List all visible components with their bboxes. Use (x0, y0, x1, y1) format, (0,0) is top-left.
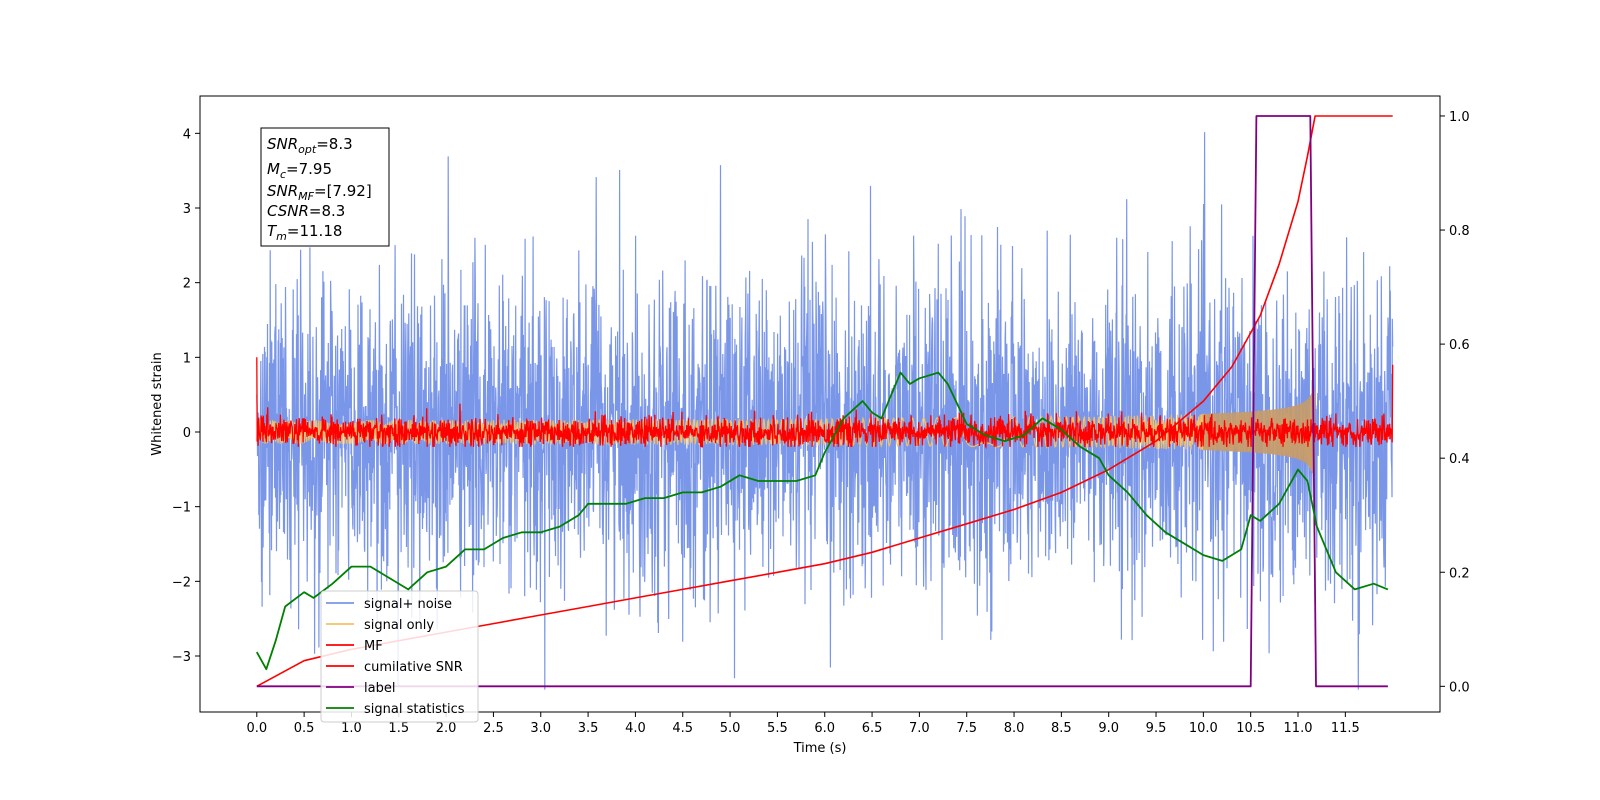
legend-item: MF (326, 639, 383, 654)
x-tick-label: 2.5 (483, 721, 504, 736)
x-tick-label: 0.0 (246, 721, 267, 736)
x-tick-label: 3.5 (578, 721, 599, 736)
x-axis: 0.0 0.5 1.0 1.5 2.0 2.5 3.0 3.5 4.0 4.5 5.0 5.5 6.0 6… (246, 712, 1360, 736)
x-tick-label: 7.0 (909, 721, 930, 736)
y-tick-label: 2 (183, 277, 191, 292)
y-tick-label: −3 (172, 650, 191, 665)
series-label (256, 115, 1388, 688)
legend-label: signal statistics (364, 702, 465, 717)
y-axis-left: 4 3 2 1 0 −1 −2 −3 (172, 127, 200, 665)
legend-label: signal only (364, 618, 434, 633)
x-tick-label: 9.5 (1146, 721, 1167, 736)
y-tick-label: 3 (183, 202, 191, 217)
y2-tick-label: 0.8 (1449, 224, 1470, 239)
y-tick-label: −2 (172, 575, 191, 590)
x-tick-label: 10.0 (1189, 721, 1218, 736)
x-tick-label: 10.5 (1236, 721, 1265, 736)
x-tick-label: 6.0 (814, 721, 835, 736)
legend: signal+ noise signal only MF cumilative SNR… (320, 590, 479, 723)
y-axis-label: Whitened strain (150, 352, 165, 455)
y-tick-label: 4 (183, 127, 191, 142)
legend-label: cumilative SNR (364, 660, 463, 675)
x-tick-label: 2.0 (436, 721, 457, 736)
x-tick-label: 1.0 (341, 721, 362, 736)
annotation-snr-opt: SNRopt=8.3 (267, 135, 353, 156)
x-tick-label: 5.0 (720, 721, 741, 736)
annotation-box: SNRopt=8.3 Mc=7.95 SNRMF=[7.92] CSNR=8.3… (260, 127, 390, 247)
legend-item: signal only (326, 618, 434, 633)
x-tick-label: 7.5 (956, 721, 977, 736)
x-tick-label: 6.5 (862, 721, 883, 736)
series-signal-noise (256, 132, 1394, 690)
y-tick-label: 1 (183, 351, 191, 366)
x-tick-label: 4.0 (625, 721, 646, 736)
x-tick-label: 1.5 (388, 721, 409, 736)
x-tick-label: 11.5 (1331, 721, 1360, 736)
y2-tick-label: 1.0 (1449, 110, 1470, 125)
legend-item: cumilative SNR (326, 660, 463, 675)
x-tick-label: 8.0 (1004, 721, 1025, 736)
y2-tick-label: 0.0 (1449, 680, 1470, 695)
series-mf (256, 357, 1394, 450)
x-tick-label: 8.5 (1051, 721, 1072, 736)
x-axis-label: Time (s) (793, 741, 847, 756)
y2-tick-label: 0.6 (1449, 338, 1470, 353)
x-tick-label: 5.5 (767, 721, 788, 736)
legend-item: signal statistics (326, 702, 465, 717)
legend-item: label (326, 681, 395, 696)
y-axis-right: 1.0 0.8 0.6 0.4 0.2 0.0 (1440, 110, 1470, 695)
legend-item: signal+ noise (326, 597, 452, 612)
y-tick-label: −1 (172, 501, 191, 516)
annotation-csnr: CSNR=8.3 (267, 202, 345, 220)
y-tick-label: 0 (183, 426, 191, 441)
x-tick-label: 4.5 (672, 721, 693, 736)
legend-label: label (364, 681, 395, 696)
legend-frame (320, 590, 479, 723)
x-tick-label: 11.0 (1284, 721, 1313, 736)
axes-frame (199, 95, 1441, 713)
annotation-snr-mf: SNRMF=[7.92] (267, 182, 372, 203)
x-tick-label: 9.0 (1098, 721, 1119, 736)
legend-label: MF (364, 639, 383, 654)
x-tick-label: 0.5 (294, 721, 315, 736)
legend-label: signal+ noise (364, 597, 452, 612)
annotation-frame (260, 127, 390, 247)
series-signal-only (256, 394, 1316, 478)
x-tick-label: 3.0 (530, 721, 551, 736)
y2-tick-label: 0.4 (1449, 452, 1470, 467)
y2-tick-label: 0.2 (1449, 566, 1470, 581)
annotation-mc: Mc=7.95 (267, 160, 332, 181)
annotation-tm: Tm=11.18 (267, 222, 342, 243)
series-signal-statistics (256, 371, 1389, 671)
